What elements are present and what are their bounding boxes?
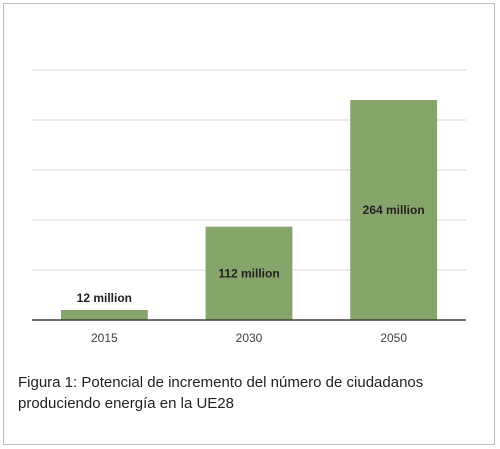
data-label: 12 million (77, 291, 132, 305)
bar-chart: 12 million 2015 112 million 2030 264 million… (32, 69, 466, 345)
x-tick-label: 2015 (91, 331, 118, 345)
caption-line-2: produciendo energía en la UE28 (18, 395, 234, 412)
x-tick-label: 2030 (236, 331, 263, 345)
x-tick-label: 2050 (380, 331, 407, 345)
data-label: 112 million (218, 266, 279, 280)
figure-caption: Figura 1: Potencial de incremento del nú… (18, 372, 478, 414)
bar (350, 100, 438, 321)
bar (205, 226, 293, 320)
caption-line-1: Figura 1: Potencial de incremento del nú… (18, 374, 424, 391)
bar (60, 310, 148, 320)
data-label: 264 million (363, 203, 425, 217)
